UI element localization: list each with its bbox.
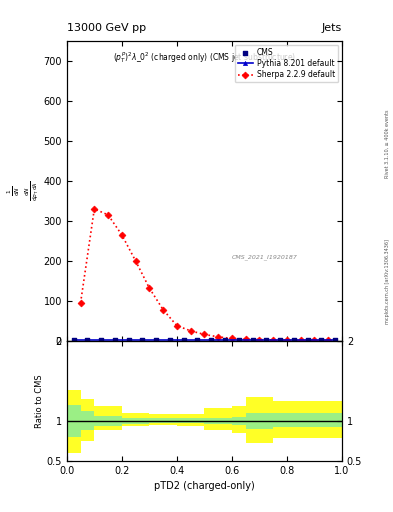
- CMS: [195, 336, 201, 345]
- CMS: [277, 336, 283, 345]
- CMS: [126, 336, 132, 345]
- Text: $(p_T^p)^2\lambda\_0^2$ (charged only) (CMS jet substructure): $(p_T^p)^2\lambda\_0^2$ (charged only) (…: [113, 50, 296, 65]
- Pythia 8.201 default: [333, 337, 338, 344]
- Pythia 8.201 default: [305, 337, 310, 344]
- Legend: CMS, Pythia 8.201 default, Sherpa 2.2.9 default: CMS, Pythia 8.201 default, Sherpa 2.2.9 …: [235, 45, 338, 82]
- CMS: [181, 336, 187, 345]
- CMS: [140, 336, 146, 345]
- Pythia 8.201 default: [182, 337, 186, 344]
- Sherpa 2.2.9 default: [202, 331, 207, 337]
- Pythia 8.201 default: [127, 337, 131, 344]
- Sherpa 2.2.9 default: [78, 300, 83, 306]
- CMS: [305, 336, 311, 345]
- Text: 13000 GeV pp: 13000 GeV pp: [67, 23, 146, 33]
- CMS: [250, 336, 256, 345]
- Sherpa 2.2.9 default: [312, 337, 317, 344]
- Sherpa 2.2.9 default: [92, 206, 97, 212]
- Pythia 8.201 default: [264, 337, 269, 344]
- CMS: [318, 336, 325, 345]
- CMS: [291, 336, 297, 345]
- CMS: [263, 336, 270, 345]
- Pythia 8.201 default: [99, 337, 104, 344]
- CMS: [153, 336, 160, 345]
- CMS: [84, 336, 90, 345]
- X-axis label: pTD2 (charged-only): pTD2 (charged-only): [154, 481, 255, 491]
- CMS: [208, 336, 215, 345]
- Text: Rivet 3.1.10, ≥ 400k events: Rivet 3.1.10, ≥ 400k events: [385, 109, 389, 178]
- Pythia 8.201 default: [85, 337, 90, 344]
- CMS: [332, 336, 338, 345]
- Pythia 8.201 default: [72, 337, 76, 344]
- CMS: [71, 336, 77, 345]
- Pythia 8.201 default: [250, 337, 255, 344]
- Sherpa 2.2.9 default: [243, 336, 248, 343]
- Line: Sherpa 2.2.9 default: Sherpa 2.2.9 default: [78, 206, 331, 343]
- Sherpa 2.2.9 default: [257, 336, 262, 343]
- Text: mcplots.cern.ch [arXiv:1306.3436]: mcplots.cern.ch [arXiv:1306.3436]: [385, 239, 389, 324]
- Pythia 8.201 default: [113, 337, 118, 344]
- Sherpa 2.2.9 default: [174, 323, 179, 329]
- Sherpa 2.2.9 default: [216, 334, 220, 340]
- Sherpa 2.2.9 default: [106, 212, 110, 218]
- Pythia 8.201 default: [209, 337, 214, 344]
- Sherpa 2.2.9 default: [230, 335, 234, 342]
- Sherpa 2.2.9 default: [133, 258, 138, 264]
- Sherpa 2.2.9 default: [147, 285, 152, 291]
- Y-axis label: $\frac{1}{\mathrm{d}N}$
$\frac{\mathrm{d}N}{\mathrm{d}p_\mathrm{T}\,\mathrm{d}\l: $\frac{1}{\mathrm{d}N}$ $\frac{\mathrm{d…: [5, 181, 40, 201]
- Text: CMS_2021_I1920187: CMS_2021_I1920187: [232, 254, 298, 260]
- Sherpa 2.2.9 default: [188, 328, 193, 334]
- Line: Pythia 8.201 default: Pythia 8.201 default: [72, 338, 337, 343]
- CMS: [98, 336, 105, 345]
- CMS: [222, 336, 228, 345]
- Pythia 8.201 default: [319, 337, 324, 344]
- Pythia 8.201 default: [168, 337, 173, 344]
- Pythia 8.201 default: [195, 337, 200, 344]
- Sherpa 2.2.9 default: [285, 337, 289, 344]
- Pythia 8.201 default: [222, 337, 227, 344]
- Pythia 8.201 default: [278, 337, 283, 344]
- Sherpa 2.2.9 default: [119, 232, 124, 238]
- Sherpa 2.2.9 default: [298, 337, 303, 344]
- Sherpa 2.2.9 default: [326, 337, 331, 344]
- Sherpa 2.2.9 default: [271, 337, 275, 343]
- CMS: [167, 336, 173, 345]
- CMS: [112, 336, 118, 345]
- Pythia 8.201 default: [237, 337, 241, 344]
- Pythia 8.201 default: [292, 337, 296, 344]
- Pythia 8.201 default: [140, 337, 145, 344]
- Y-axis label: Ratio to CMS: Ratio to CMS: [35, 374, 44, 428]
- Pythia 8.201 default: [154, 337, 159, 344]
- Sherpa 2.2.9 default: [161, 307, 165, 313]
- CMS: [236, 336, 242, 345]
- Text: Jets: Jets: [321, 23, 342, 33]
